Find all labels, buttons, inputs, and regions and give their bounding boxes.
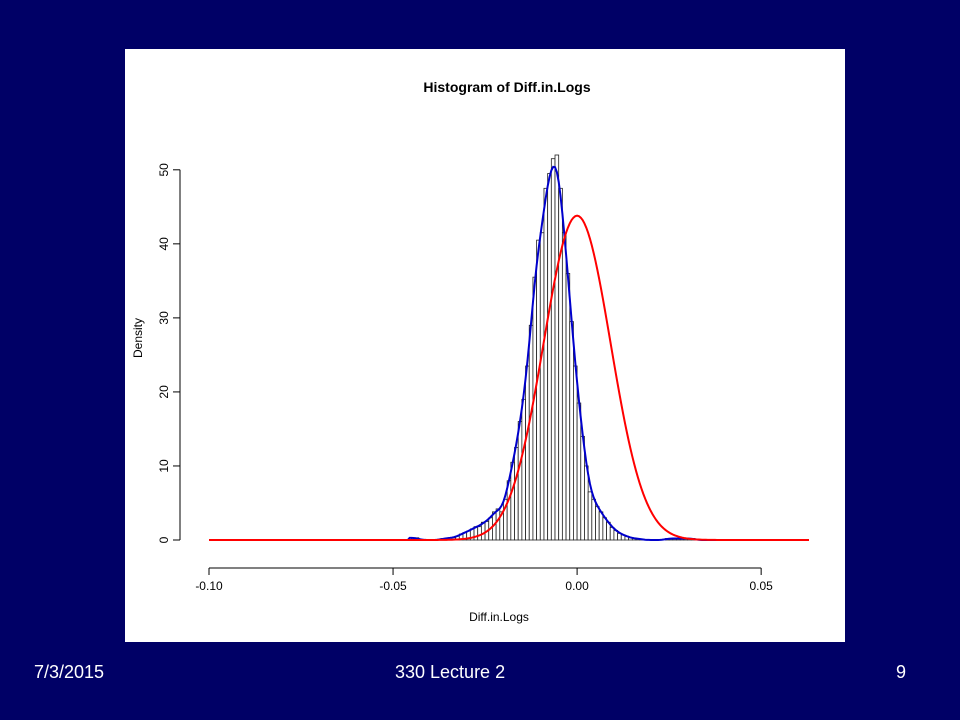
- histogram-chart: Histogram of Diff.in.Logs -0.10 -0.05 0.00…: [131, 79, 809, 624]
- y-tick-label: 50: [157, 163, 171, 177]
- histogram-bar: [554, 154, 560, 541]
- footer-date: 7/3/2015: [34, 662, 105, 682]
- histogram-bar: [477, 526, 482, 541]
- histogram-bar: [536, 239, 541, 541]
- histogram-bar: [576, 402, 582, 541]
- x-tick-label: 0.05: [749, 579, 773, 593]
- histogram-bar: [602, 517, 607, 541]
- histogram-bar: [591, 498, 596, 541]
- kde-curve: [209, 165, 743, 541]
- normal-curve: [209, 214, 809, 541]
- histogram-bar: [543, 187, 549, 541]
- histogram-bar: [598, 511, 604, 541]
- histogram-bar: [550, 158, 556, 541]
- y-axis-label: Density: [131, 318, 145, 358]
- histogram-bar: [495, 508, 501, 541]
- histogram-bar: [587, 491, 593, 541]
- histogram-bar: [547, 173, 552, 541]
- histogram-bar: [595, 506, 600, 541]
- x-tick-label: 0.00: [565, 579, 589, 593]
- y-tick-label: 30: [157, 311, 171, 325]
- density-curves: [209, 165, 809, 541]
- histogram-bar: [525, 365, 530, 541]
- axes: -0.10 -0.05 0.00 0.05 0 10 20 30 40 50: [157, 163, 773, 593]
- histogram-bar: [584, 465, 589, 541]
- x-axis-label: Diff.in.Logs: [469, 610, 529, 624]
- histogram-bar: [517, 421, 523, 541]
- histogram-bar: [514, 447, 519, 541]
- footer-page-number: 9: [896, 662, 907, 682]
- y-tick-label: 0: [157, 536, 171, 543]
- histogram-bar: [532, 276, 538, 541]
- histogram-bar: [528, 324, 534, 541]
- histogram-bar: [521, 398, 526, 541]
- histogram-bars: [411, 154, 696, 541]
- plot-panel: Histogram of Diff.in.Logs -0.10 -0.05 0.00…: [125, 49, 845, 642]
- histogram-bar: [573, 365, 578, 541]
- chart-title: Histogram of Diff.in.Logs: [423, 79, 590, 95]
- histogram-bar: [565, 273, 571, 541]
- histogram-bar: [510, 461, 515, 541]
- x-tick-label: -0.10: [195, 579, 223, 593]
- y-tick-label: 40: [157, 237, 171, 251]
- y-tick-label: 10: [157, 459, 171, 473]
- x-tick-label: -0.05: [379, 579, 407, 593]
- histogram-bar: [569, 321, 574, 541]
- histogram-bar: [609, 527, 615, 541]
- footer-lecture-title: 330 Lecture 2: [395, 662, 506, 682]
- y-tick-label: 20: [157, 385, 171, 399]
- histogram-bar: [539, 232, 545, 541]
- histogram-bar: [561, 232, 567, 541]
- histogram-bar: [558, 187, 563, 541]
